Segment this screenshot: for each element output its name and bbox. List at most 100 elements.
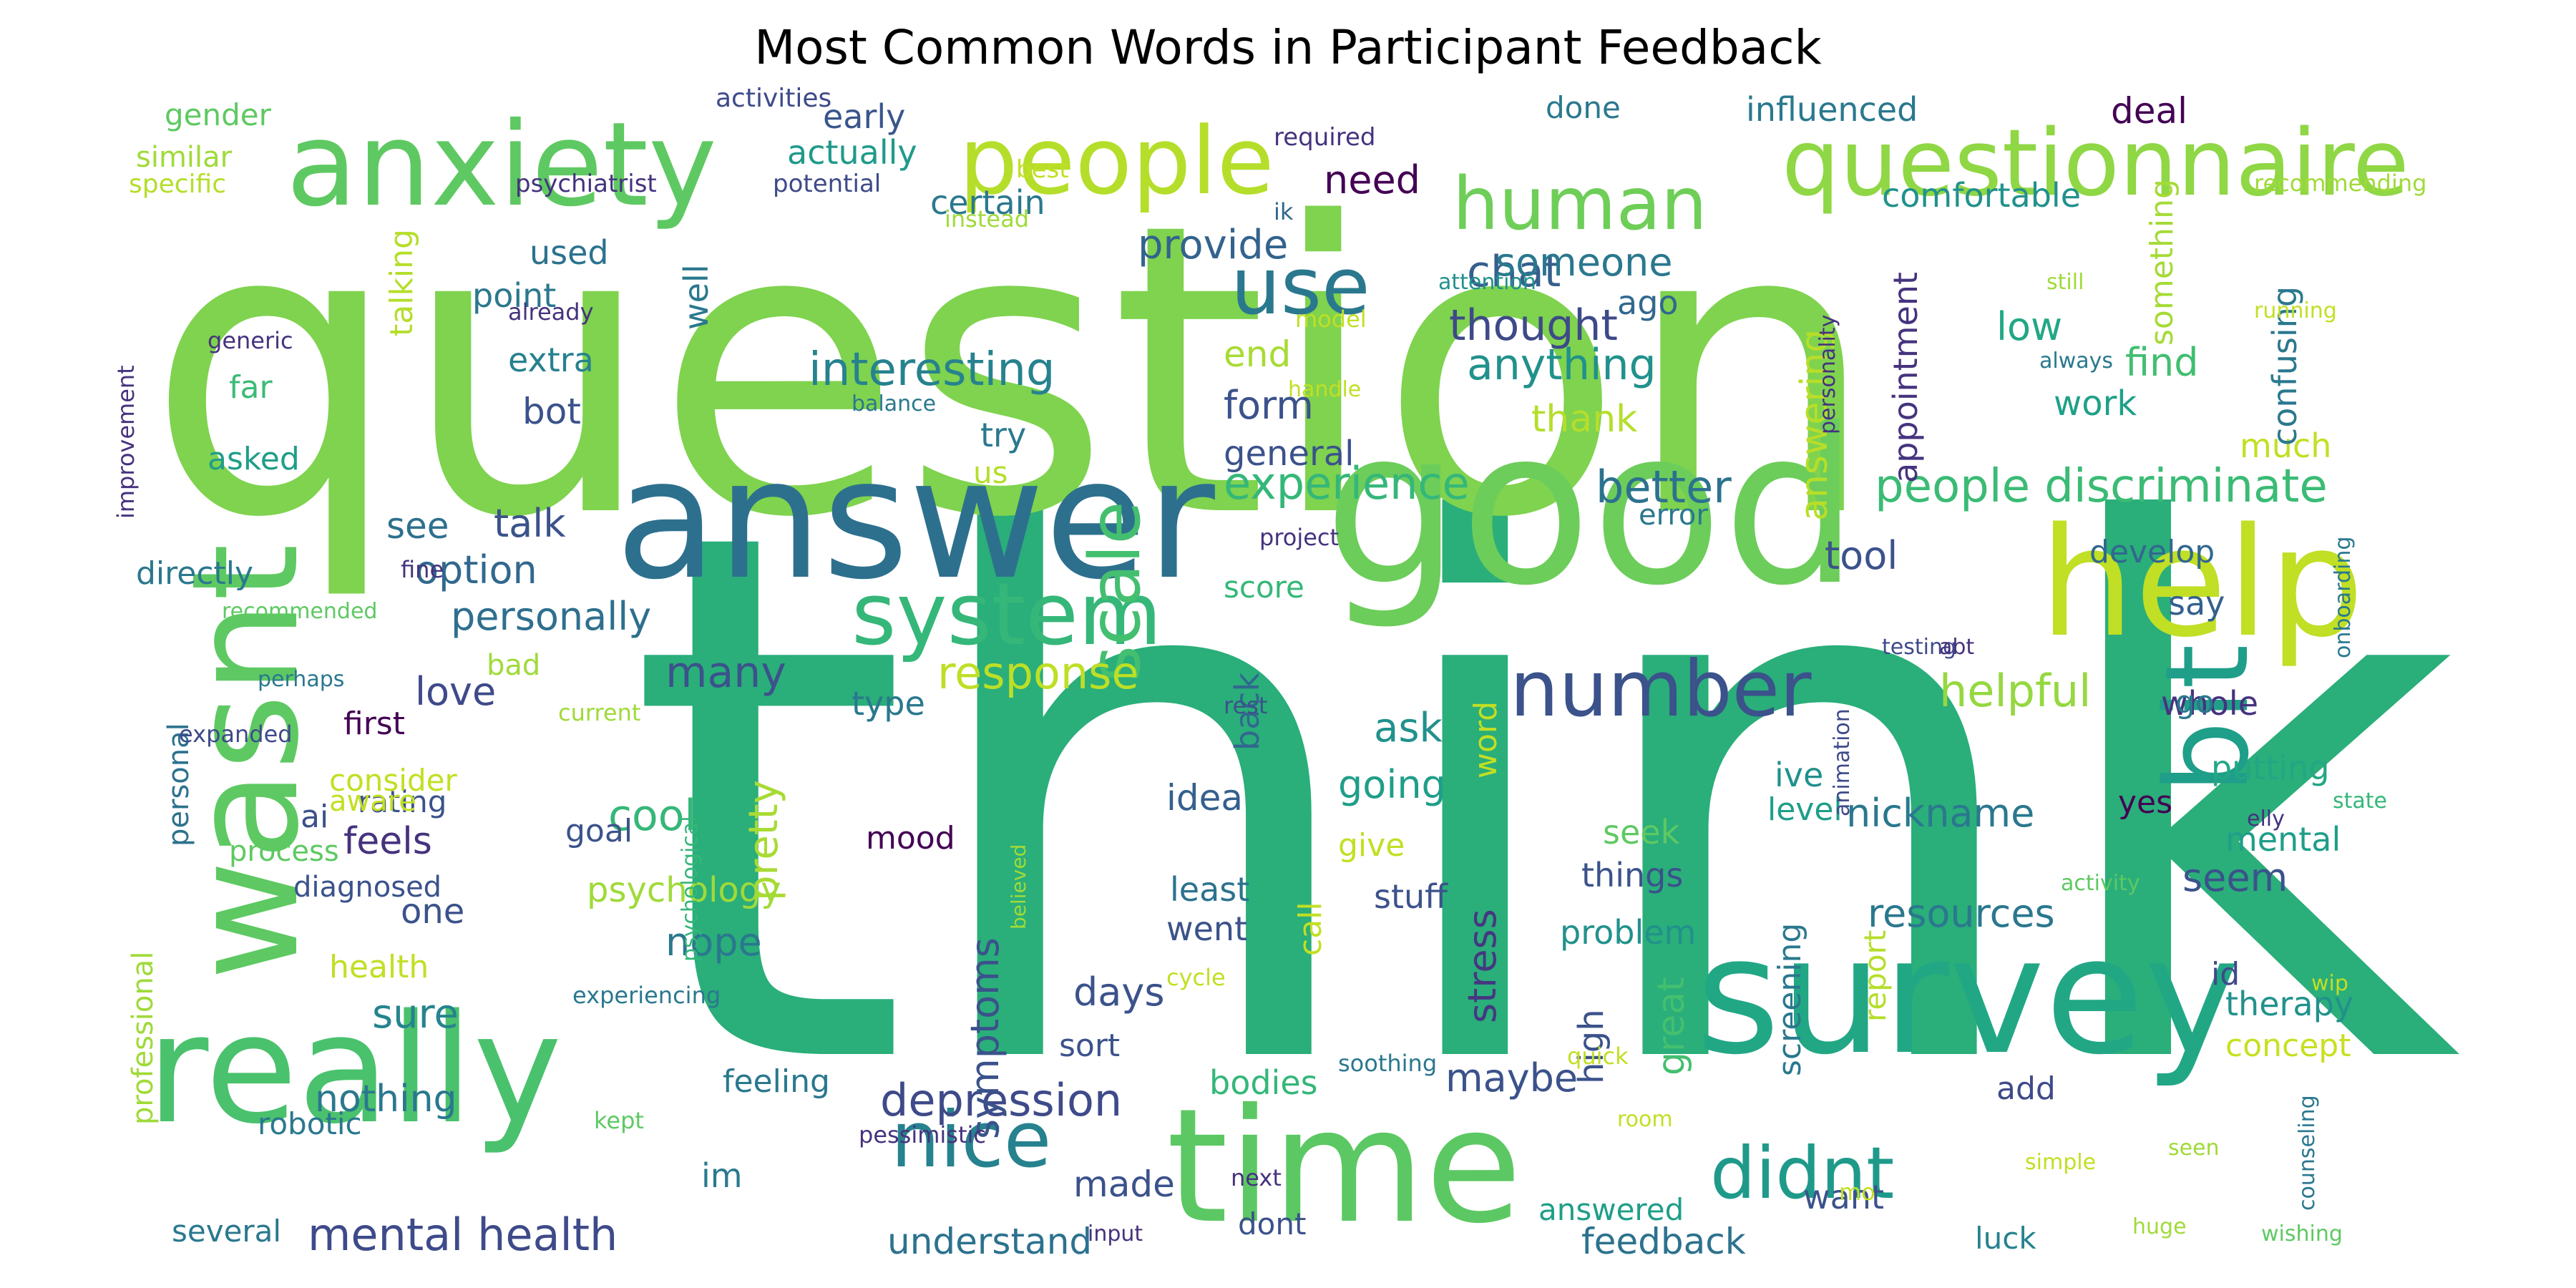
word-give: give [1338,827,1405,864]
word-made: made [1073,1163,1175,1205]
chart-title: Most Common Words in Participant Feedbac… [754,20,1822,75]
word-psychological: psychological [678,816,703,962]
word-feeling: feeling [723,1063,830,1100]
word-maybe: maybe [1445,1055,1579,1101]
word-simple: simple [2025,1150,2097,1175]
word-went: went [1166,909,1248,948]
word-deal: deal [2111,90,2188,132]
word-going: going [1338,762,1446,807]
word-rest: rest [1224,692,1268,719]
word-better: better [1596,461,1732,513]
word-response: response [937,647,1139,699]
word-number: number [1510,645,1812,734]
word-general: general [1224,434,1355,474]
word-feedback: feedback [1581,1221,1746,1262]
word-anxiety: anxiety [286,98,717,233]
word-improvement: improvement [114,365,140,519]
word-understand: understand [887,1221,1093,1262]
word-model: model [1295,306,1367,333]
word-handle: handle [1288,377,1362,402]
word-robotic: robotic [258,1106,362,1141]
word-pessimistic: pessimistic [859,1121,986,1148]
word-many: many [665,648,786,698]
word-bodies: bodies [1209,1063,1318,1102]
word-putting: putting [2211,748,2330,787]
word-love: love [415,669,497,714]
word-good: good [1324,383,1859,633]
word-use: use [1231,240,1370,332]
word-point: point [472,276,557,315]
word-psychology: psychology [587,870,781,910]
word-stuff: stuff [1374,877,1448,916]
word-process: process [229,835,339,868]
word-didnt: didnt [1710,1131,1895,1215]
word-elly: elly [2247,806,2285,831]
word-best: best [1016,155,1069,184]
word-low: low [1996,304,2063,349]
word-experiencing: experiencing [572,982,721,1009]
word-nice: nice [891,1096,1052,1185]
word-word: word [1468,701,1504,779]
word-score: score [1224,570,1304,605]
word-required: required [1274,123,1376,152]
word-ik: ik [1274,198,1294,225]
word-whole: whole [2161,684,2259,723]
word-things: things [1581,856,1684,894]
word-helpful: helpful [1939,665,2092,717]
word-great: great [1650,977,1693,1076]
word-appointment: appointment [1886,271,1925,483]
word-tool: tool [1825,533,1898,578]
word-nope: nope [665,919,762,965]
word-bot: bot [522,391,581,432]
word-talking: talking [384,229,420,336]
word-mental: mental [2225,820,2341,859]
word-recommending: recommending [2254,170,2427,197]
word-help: help [2039,495,2364,670]
word-consider: consider [329,763,457,798]
word-yes: yes [2118,784,2173,821]
word-already: already [508,298,594,326]
word-see: see [386,505,449,547]
word-idea: idea [1166,777,1244,819]
word-activities: activities [716,84,832,113]
word-balance: balance [852,391,937,416]
word-symptoms: symptoms [962,937,1008,1139]
word-people-discriminate: people discriminate [1875,460,2328,513]
word-comfortable: comfortable [1882,176,2081,215]
word-end: end [1224,333,1292,375]
word-mental-health: mental health [308,1209,618,1261]
word-potential: potential [773,170,882,198]
word-huge: huge [2132,1214,2187,1239]
word-perhaps: perhaps [258,667,345,692]
word-therapy: therapy [2225,985,2354,1023]
word-mo: mo [1839,1179,1875,1206]
word-say: say [2168,584,2225,623]
word-onboarding: onboarding [2331,536,2356,658]
word-us: us [973,455,1008,490]
word-specific: specific [129,170,227,199]
word-think: think [625,376,2462,1226]
word-level: level [1767,791,1843,828]
word-nothing: nothing [315,1078,457,1121]
word-really: really [147,982,562,1157]
word-option: option [415,547,537,592]
word-attention: attention [1438,270,1536,295]
word-something: something [2144,179,2180,346]
word-aware: aware [329,785,416,818]
word-room: room [1617,1107,1673,1132]
word-believed: believed [1007,844,1030,930]
word-actually: actually [787,133,917,172]
word-always: always [2039,348,2114,374]
word-mood: mood [866,820,955,857]
word-activity: activity [2061,871,2140,896]
word-wip: wip [2311,971,2348,996]
word-screening: screening [1772,922,1808,1076]
word-soothing: soothing [1338,1050,1438,1077]
word-depression: depression [880,1074,1123,1126]
word-need: need [1324,157,1420,203]
word-problem: problem [1560,913,1697,952]
word-answered: answered [1538,1192,1684,1227]
word-system: system [852,565,1162,665]
word-human: human [1453,162,1707,247]
word-kept: kept [594,1107,644,1134]
